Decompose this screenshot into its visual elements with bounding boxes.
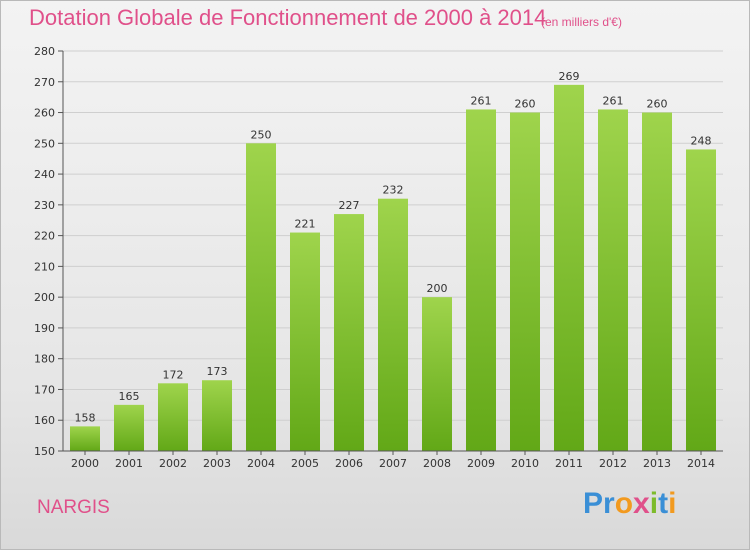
bar-2013 — [642, 112, 672, 452]
y-tick-label: 280 — [34, 45, 55, 58]
commune-name: NARGIS — [37, 497, 110, 518]
bar-2002 — [158, 383, 188, 451]
y-tick-label: 220 — [34, 230, 55, 243]
bar-2007 — [378, 198, 408, 451]
bar-value-label: 173 — [207, 365, 228, 378]
y-tick-label: 210 — [34, 260, 55, 273]
bar-2008 — [422, 297, 452, 451]
y-tick-label: 190 — [34, 322, 55, 335]
bar-2009 — [466, 109, 496, 451]
bar-2001 — [114, 404, 144, 451]
bar-value-label: 269 — [559, 70, 580, 83]
y-tick-label: 180 — [34, 353, 55, 366]
x-tick-label: 2010 — [511, 457, 539, 470]
bar-value-label: 260 — [647, 98, 668, 111]
x-tick-label: 2006 — [335, 457, 363, 470]
bar-value-label: 172 — [163, 368, 184, 381]
x-tick-label: 2011 — [555, 457, 583, 470]
x-tick-label: 2013 — [643, 457, 671, 470]
x-tick-label: 2008 — [423, 457, 451, 470]
y-tick-label: 160 — [34, 414, 55, 427]
x-tick-label: 2014 — [687, 457, 715, 470]
chart-title: Dotation Globale de Fonctionnement de 20… — [29, 5, 547, 30]
x-tick-label: 2000 — [71, 457, 99, 470]
bars: 158 165 172 173 250 221 227 232 200 261 260 269 261 2… — [70, 70, 716, 452]
bar-chart: 158 165 172 173 250 221 227 232 200 261 260 269 261 2… — [34, 45, 723, 470]
x-tick-label: 2004 — [247, 457, 275, 470]
bar-value-label: 232 — [383, 184, 404, 197]
bar-value-label: 261 — [603, 94, 624, 107]
bar-2000 — [70, 426, 100, 451]
bar-2004 — [246, 143, 276, 452]
y-tick-label: 260 — [34, 107, 55, 120]
x-tick-label: 2007 — [379, 457, 407, 470]
bar-2012 — [598, 109, 628, 451]
y-tick-label: 250 — [34, 137, 55, 150]
bar-2014 — [686, 149, 716, 451]
bar-value-label: 248 — [691, 134, 712, 147]
bar-value-label: 221 — [295, 218, 316, 231]
y-tick-label: 150 — [34, 445, 55, 458]
x-tick-label: 2009 — [467, 457, 495, 470]
y-tick-label: 170 — [34, 383, 55, 396]
x-tick-label: 2003 — [203, 457, 231, 470]
y-tick-label: 270 — [34, 76, 55, 89]
bar-value-label: 260 — [515, 98, 536, 111]
bar-value-label: 165 — [119, 390, 140, 403]
x-tick-label: 2001 — [115, 457, 143, 470]
bar-value-label: 200 — [427, 282, 448, 295]
bar-value-label: 227 — [339, 199, 360, 212]
bar-value-label: 261 — [471, 94, 492, 107]
x-tick-label: 2002 — [159, 457, 187, 470]
proxiti-logo[interactable]: Proxiti — [583, 487, 677, 520]
bar-2011 — [554, 84, 584, 451]
y-tick-label: 240 — [34, 168, 55, 181]
axes: 150 160 170 180 190 200 210 220 230 240 250 260 270 2… — [34, 45, 723, 470]
bar-2003 — [202, 380, 232, 451]
bar-2006 — [334, 214, 364, 451]
bar-2005 — [290, 232, 320, 451]
x-tick-label: 2012 — [599, 457, 627, 470]
bar-2010 — [510, 112, 540, 452]
y-tick-label: 200 — [34, 291, 55, 304]
x-tick-label: 2005 — [291, 457, 319, 470]
y-tick-label: 230 — [34, 199, 55, 212]
bar-value-label: 158 — [75, 411, 96, 424]
bar-value-label: 250 — [251, 128, 272, 141]
chart-subtitle: (en milliers d'€) — [541, 15, 622, 29]
